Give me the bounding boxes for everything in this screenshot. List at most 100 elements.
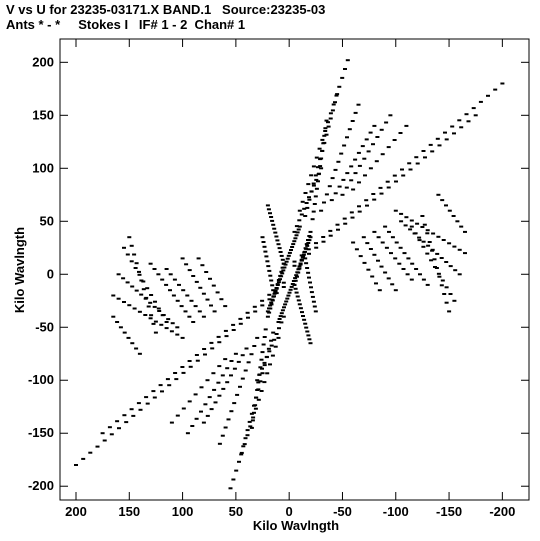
uv-point-conjugate bbox=[165, 378, 170, 381]
uv-point-conjugate bbox=[245, 429, 250, 432]
uv-point bbox=[500, 82, 505, 85]
uv-point-conjugate bbox=[265, 372, 270, 375]
uv-point-conjugate bbox=[179, 305, 184, 308]
uv-point bbox=[336, 160, 341, 163]
uv-point bbox=[473, 114, 478, 117]
uv-point bbox=[311, 165, 316, 168]
uv-point bbox=[313, 174, 318, 177]
uv-point bbox=[276, 243, 281, 246]
uv-point-conjugate bbox=[213, 401, 218, 404]
uv-point bbox=[353, 111, 358, 114]
uv-point bbox=[394, 180, 398, 183]
uv-point bbox=[324, 193, 329, 196]
uv-point-conjugate bbox=[308, 342, 313, 345]
uv-point-conjugate bbox=[249, 412, 254, 415]
uv-point bbox=[422, 223, 427, 226]
uv-point bbox=[379, 265, 384, 268]
uv-point-conjugate bbox=[268, 363, 272, 366]
x-tick-label: 150 bbox=[118, 504, 140, 519]
uv-point bbox=[345, 172, 350, 175]
uv-point-conjugate bbox=[232, 367, 237, 370]
uv-point-conjugate bbox=[148, 317, 153, 320]
uv-point-conjugate bbox=[130, 285, 135, 288]
uv-point bbox=[390, 236, 395, 239]
uv-point bbox=[285, 257, 290, 260]
uv-point bbox=[274, 235, 279, 238]
uv-point bbox=[310, 218, 315, 221]
uv-point-conjugate bbox=[137, 273, 142, 276]
uv-point-conjugate bbox=[309, 286, 313, 289]
uv-point bbox=[331, 103, 336, 106]
uv-point-conjugate bbox=[168, 273, 173, 276]
uv-point bbox=[441, 239, 446, 241]
uv-point-conjugate bbox=[242, 443, 247, 446]
uv-point-conjugate bbox=[130, 342, 135, 345]
uv-point-conjugate bbox=[237, 460, 241, 463]
uv-point-conjugate bbox=[274, 287, 279, 290]
uv-point-conjugate bbox=[193, 393, 198, 396]
uv-point-conjugate bbox=[300, 256, 305, 259]
uv-point-conjugate bbox=[258, 380, 263, 383]
uv-point bbox=[316, 173, 321, 176]
uv-point bbox=[349, 165, 354, 168]
uv-point bbox=[343, 68, 347, 70]
uv-point bbox=[304, 202, 309, 204]
uv-point-conjugate bbox=[149, 314, 154, 317]
uv-point bbox=[311, 184, 316, 187]
uv-point bbox=[269, 279, 274, 282]
uv-point-conjugate bbox=[238, 317, 243, 320]
uv-point bbox=[314, 187, 319, 190]
uv-point-conjugate bbox=[253, 404, 258, 407]
uv-point bbox=[442, 293, 447, 295]
uv-point bbox=[399, 212, 404, 215]
uv-point bbox=[425, 283, 430, 286]
uv-point bbox=[333, 101, 337, 104]
y-tick-label: -50 bbox=[35, 319, 54, 334]
uv-point-conjugate bbox=[88, 451, 93, 454]
uv-point-conjugate bbox=[310, 295, 315, 298]
uv-point-conjugate bbox=[301, 253, 306, 256]
uv-point-conjugate bbox=[269, 344, 274, 347]
uv-point-conjugate bbox=[273, 291, 278, 294]
uv-point bbox=[345, 59, 350, 62]
uv-point bbox=[493, 88, 498, 91]
uv-point-conjugate bbox=[134, 347, 139, 350]
uv-point-conjugate bbox=[121, 277, 126, 280]
uv-point bbox=[383, 225, 388, 228]
uv-point-conjugate bbox=[127, 236, 132, 239]
uv-point-conjugate bbox=[118, 326, 123, 329]
uv-point bbox=[319, 167, 324, 170]
uv-point bbox=[463, 230, 467, 233]
uv-point bbox=[410, 262, 415, 265]
uv-point-conjugate bbox=[250, 419, 255, 422]
uv-point bbox=[377, 289, 382, 292]
uv-point bbox=[372, 230, 377, 233]
uv-point bbox=[351, 241, 356, 244]
uv-point bbox=[478, 100, 483, 103]
uv-point bbox=[335, 223, 340, 226]
uv-point-conjugate bbox=[209, 304, 213, 307]
y-tick-label: -100 bbox=[28, 372, 54, 387]
uv-point-conjugate bbox=[185, 432, 190, 435]
uv-point bbox=[390, 283, 395, 286]
uv-point-conjugate bbox=[122, 331, 127, 334]
uv-point bbox=[409, 225, 414, 228]
uv-point-conjugate bbox=[275, 283, 280, 286]
uv-point-conjugate bbox=[160, 314, 165, 317]
uv-point bbox=[342, 144, 347, 147]
uv-point-conjugate bbox=[305, 267, 310, 269]
uv-point bbox=[429, 259, 434, 262]
uv-point-conjugate bbox=[139, 293, 144, 296]
uv-point bbox=[365, 204, 369, 207]
uv-point bbox=[295, 275, 299, 278]
uv-point bbox=[306, 239, 310, 241]
uv-point-conjugate bbox=[133, 267, 138, 269]
uv-point-conjugate bbox=[226, 418, 231, 421]
uv-point bbox=[444, 301, 449, 304]
uv-point bbox=[436, 235, 441, 238]
uv-point-conjugate bbox=[203, 403, 208, 406]
uv-point-conjugate bbox=[129, 244, 134, 247]
uv-point bbox=[376, 259, 380, 262]
uv-point bbox=[450, 125, 455, 128]
x-tick-label: -100 bbox=[383, 504, 409, 519]
